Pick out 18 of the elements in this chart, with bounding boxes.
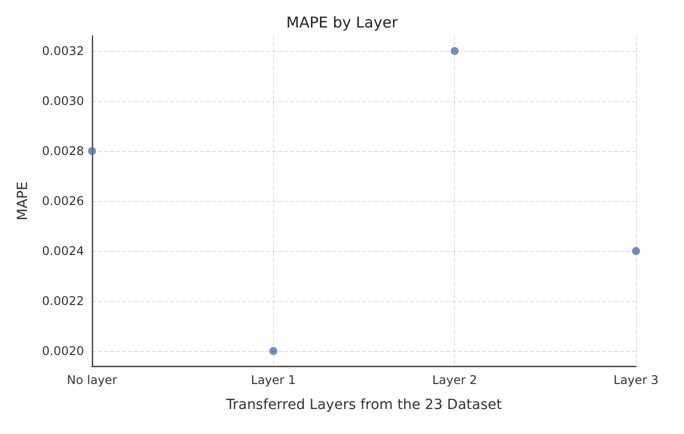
point [632,247,640,255]
point [450,47,459,55]
x-tick-label: Layer 3 [614,373,658,387]
y-tick-label: 0.0032 [42,44,84,58]
x-tick-label: Layer 2 [432,373,478,387]
point [269,347,278,355]
x-tick-label: Layer 1 [250,373,296,387]
point [88,147,96,155]
y-tick-label: 0.0028 [42,144,84,158]
y-tick-label: 0.0026 [42,194,84,208]
y-tick-label: 0.0030 [42,94,84,108]
x-axis-title: Transferred Layers from the 23 Dataset [225,397,502,413]
chart-title: MAPE by Layer [286,14,399,32]
y-tick-label: 0.0020 [42,344,84,358]
x-tick-label: No layer [66,373,118,387]
y-tick-label: 0.0022 [42,294,84,308]
y-axis-title: MAPE [15,182,31,220]
y-tick-label: 0.0024 [42,244,84,258]
